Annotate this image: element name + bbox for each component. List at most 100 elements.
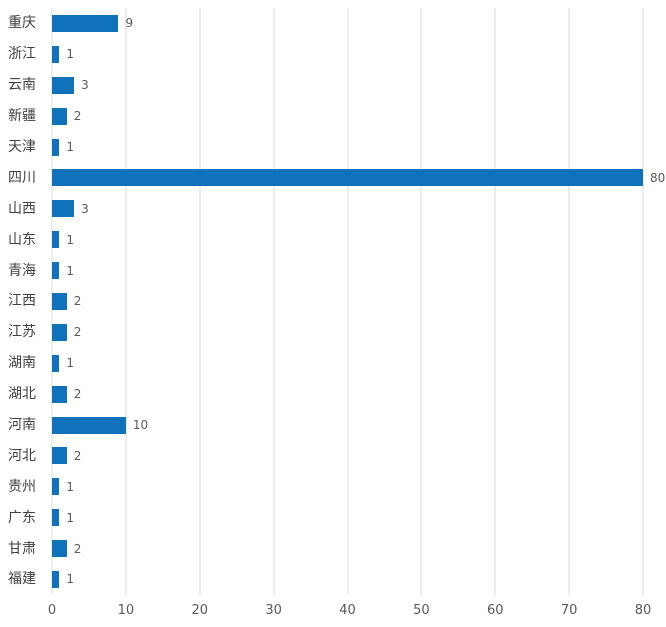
- category-label: 浙江: [8, 46, 36, 63]
- bar-row: 江苏 2: [0, 317, 666, 348]
- value-label: 2: [73, 541, 82, 556]
- bar-track: 1: [52, 502, 643, 533]
- bar-track: 1: [52, 132, 643, 163]
- x-tick-label: 20: [191, 603, 209, 618]
- value-label: 3: [81, 201, 89, 216]
- category-label: 江苏: [8, 324, 36, 341]
- value-label: 2: [73, 109, 82, 124]
- value-label: 1: [66, 572, 75, 587]
- category-label: 四川: [8, 169, 36, 186]
- bar[interactable]: [52, 385, 67, 403]
- bar[interactable]: [52, 231, 60, 249]
- category-label: 湖南: [8, 355, 36, 372]
- gridline: [642, 8, 644, 595]
- category-label: 贵州: [8, 478, 36, 495]
- gridline: [273, 8, 275, 595]
- bar-row: 福建 1: [0, 564, 666, 595]
- bar-track: 2: [52, 317, 643, 348]
- value-label: 3: [81, 78, 89, 93]
- bar-row: 重庆 9: [0, 8, 666, 39]
- bar-row: 贵州 1: [0, 471, 666, 502]
- value-label: 1: [66, 263, 75, 278]
- gridline: [125, 8, 127, 595]
- x-tick-label: 0: [47, 603, 57, 618]
- value-label: 10: [132, 418, 149, 433]
- bar-track: 1: [52, 255, 643, 286]
- bar[interactable]: [52, 447, 67, 465]
- x-tick-label: 70: [560, 603, 578, 618]
- bar-track: 80: [52, 162, 665, 193]
- bar-row: 云南 3: [0, 70, 666, 101]
- x-tick-label: 60: [486, 603, 504, 618]
- bar-row: 河南 10: [0, 410, 666, 441]
- bar[interactable]: [52, 200, 75, 218]
- bar-track: 3: [52, 70, 643, 101]
- value-label: 80: [650, 170, 666, 185]
- category-label: 甘肃: [8, 540, 36, 557]
- bar[interactable]: [52, 478, 60, 496]
- category-label: 福建: [8, 571, 36, 588]
- category-label: 山东: [8, 231, 36, 248]
- value-label: 1: [66, 356, 75, 371]
- gridline: [347, 8, 348, 595]
- x-tick-label: 10: [117, 603, 135, 618]
- bar-track: 3: [52, 193, 643, 224]
- bar[interactable]: [52, 416, 126, 434]
- bar-track: 2: [52, 379, 643, 410]
- gridline: [420, 8, 422, 595]
- category-label: 山西: [8, 200, 36, 217]
- value-label: 9: [125, 16, 134, 31]
- bar-track: 2: [52, 101, 643, 132]
- bar-row: 新疆 2: [0, 101, 666, 132]
- x-tick-label: 30: [265, 603, 282, 618]
- bar-row: 河北 2: [0, 440, 666, 471]
- bar-track: 1: [52, 348, 643, 379]
- category-label: 河南: [8, 417, 36, 434]
- bar-row: 湖南 1: [0, 348, 666, 379]
- bar-row: 广东 1: [0, 502, 666, 533]
- category-label: 广东: [8, 509, 36, 526]
- value-label: 1: [66, 510, 75, 525]
- bar-track: 1: [52, 39, 643, 70]
- bar[interactable]: [52, 570, 60, 588]
- bar-track: 2: [52, 440, 643, 471]
- category-label: 云南: [8, 77, 36, 94]
- value-label: 2: [73, 387, 82, 402]
- x-tick-label: 80: [634, 603, 652, 618]
- category-label: 新疆: [8, 108, 36, 125]
- bar[interactable]: [52, 14, 119, 32]
- bar[interactable]: [52, 45, 60, 63]
- bar-row: 四川 80: [0, 162, 666, 193]
- bar[interactable]: [52, 76, 75, 94]
- bar-row: 浙江 1: [0, 39, 666, 70]
- bar[interactable]: [52, 354, 60, 372]
- category-label: 江西: [8, 293, 36, 310]
- bar-row: 青海 1: [0, 255, 666, 286]
- bar-row: 江西 2: [0, 286, 666, 317]
- category-label: 重庆: [8, 15, 36, 32]
- bar[interactable]: [52, 107, 67, 125]
- bar[interactable]: [52, 169, 643, 187]
- gridline: [494, 8, 496, 595]
- bar-row: 山西 3: [0, 193, 666, 224]
- category-label: 青海: [8, 262, 36, 279]
- bar[interactable]: [52, 323, 67, 341]
- bar-track: 10: [52, 410, 643, 441]
- bar[interactable]: [52, 262, 60, 280]
- value-label: 1: [66, 47, 75, 62]
- value-label: 1: [66, 232, 75, 247]
- bar-rows: 重庆 9 浙江 1 云南 3 新疆 2 天津 1 四川: [0, 8, 666, 595]
- x-tick-label: 40: [339, 603, 356, 618]
- bar-track: 9: [52, 8, 643, 39]
- bar-track: 2: [52, 286, 643, 317]
- value-label: 1: [66, 479, 75, 494]
- bar-track: 1: [52, 471, 643, 502]
- value-label: 2: [73, 294, 82, 309]
- gridline: [568, 8, 570, 595]
- bar-track: 1: [52, 224, 643, 255]
- bar[interactable]: [52, 138, 60, 156]
- bar[interactable]: [52, 540, 67, 558]
- bar[interactable]: [52, 292, 67, 310]
- bar[interactable]: [52, 509, 60, 527]
